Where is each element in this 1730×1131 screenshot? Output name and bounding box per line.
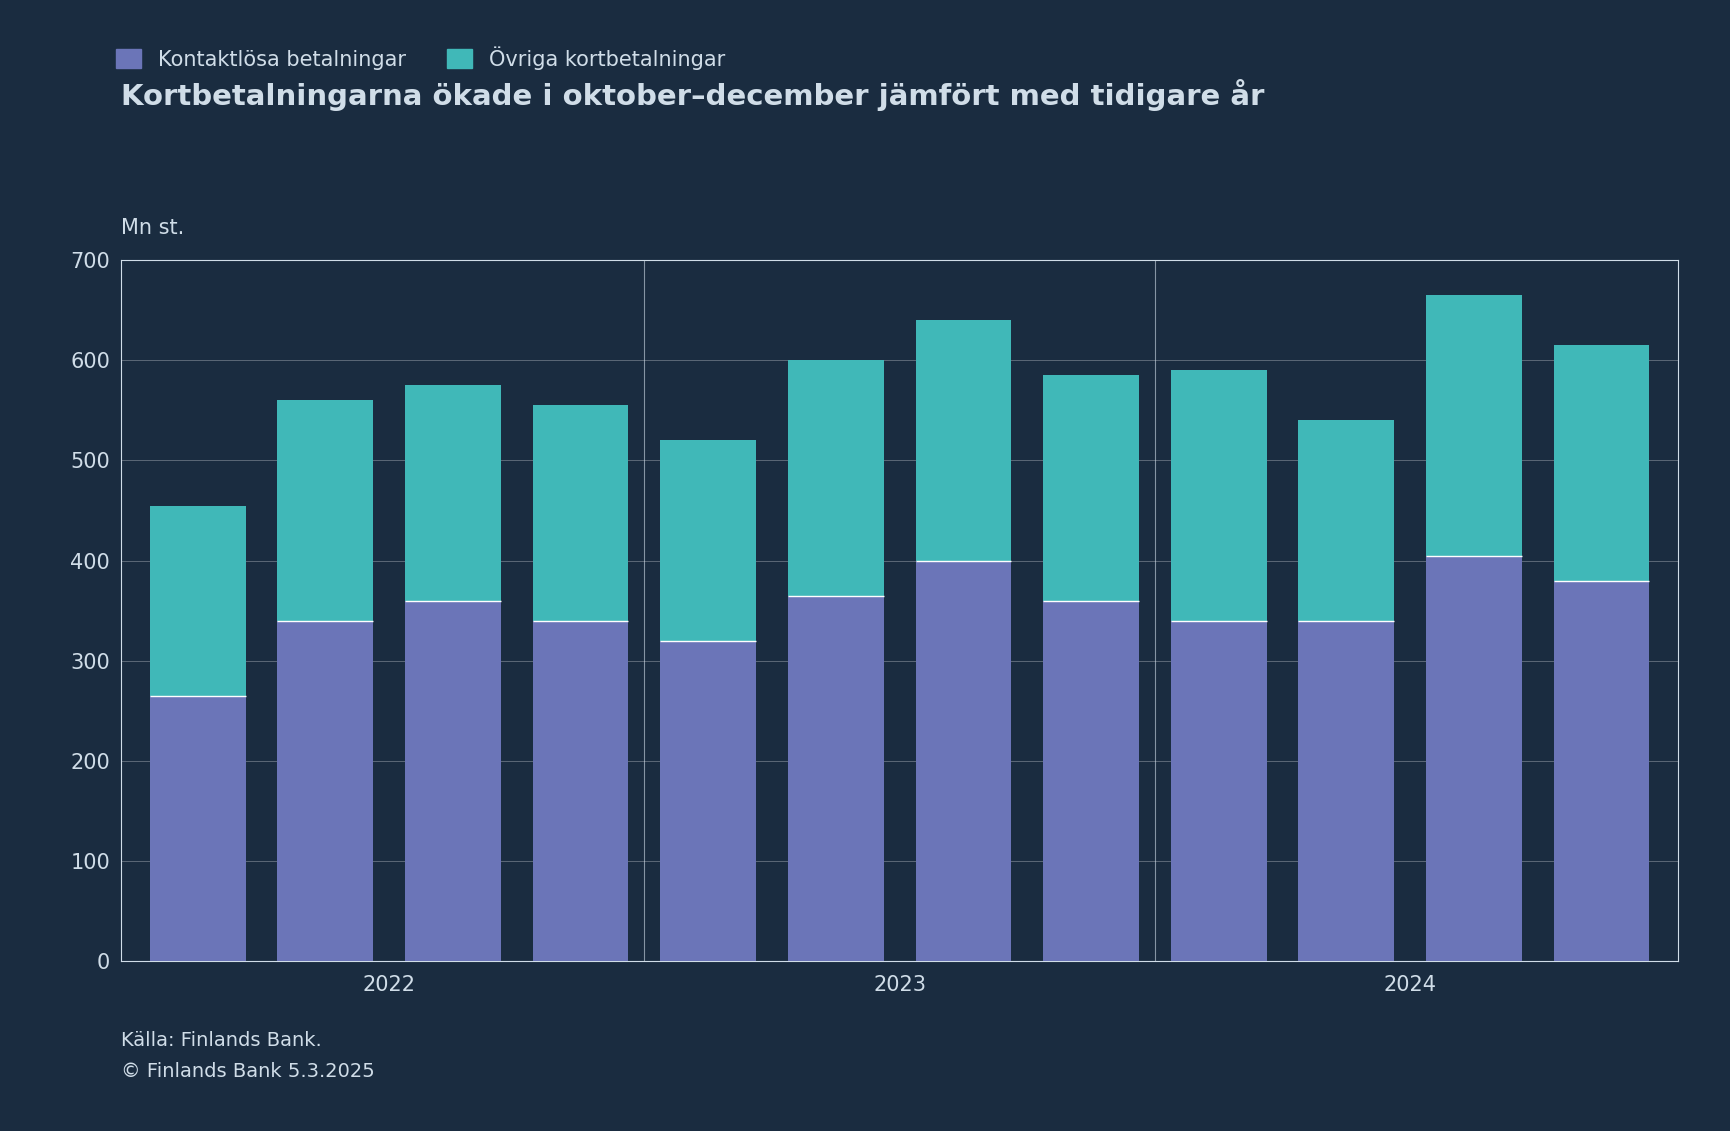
Bar (787, 361, 884, 596)
Legend: Kontaktlösa betalningar, Övriga kortbetalningar: Kontaktlösa betalningar, Övriga kortbeta… (116, 46, 725, 70)
Bar (1299, 421, 1394, 621)
Bar (1043, 601, 1138, 961)
Bar (1554, 580, 1649, 961)
Bar (277, 400, 374, 621)
Bar (533, 405, 628, 621)
Bar (405, 386, 500, 601)
Bar (787, 596, 884, 961)
Bar (405, 601, 500, 961)
Bar (1554, 345, 1649, 580)
Bar (277, 621, 374, 961)
Bar (915, 561, 1012, 961)
Bar (661, 440, 756, 641)
Text: Mn st.: Mn st. (121, 217, 185, 238)
Bar (151, 506, 246, 696)
Text: Källa: Finlands Bank.: Källa: Finlands Bank. (121, 1031, 322, 1051)
Text: © Finlands Bank 5.3.2025: © Finlands Bank 5.3.2025 (121, 1062, 375, 1081)
Bar (151, 696, 246, 961)
Bar (915, 320, 1012, 561)
Text: Kortbetalningarna ökade i oktober–december jämfört med tidigare år: Kortbetalningarna ökade i oktober–decemb… (121, 79, 1265, 111)
Bar (1171, 621, 1266, 961)
Bar (533, 621, 628, 961)
Bar (1426, 295, 1522, 555)
Bar (1299, 621, 1394, 961)
Bar (1426, 555, 1522, 961)
Bar (1171, 370, 1266, 621)
Bar (661, 641, 756, 961)
Bar (1043, 375, 1138, 601)
